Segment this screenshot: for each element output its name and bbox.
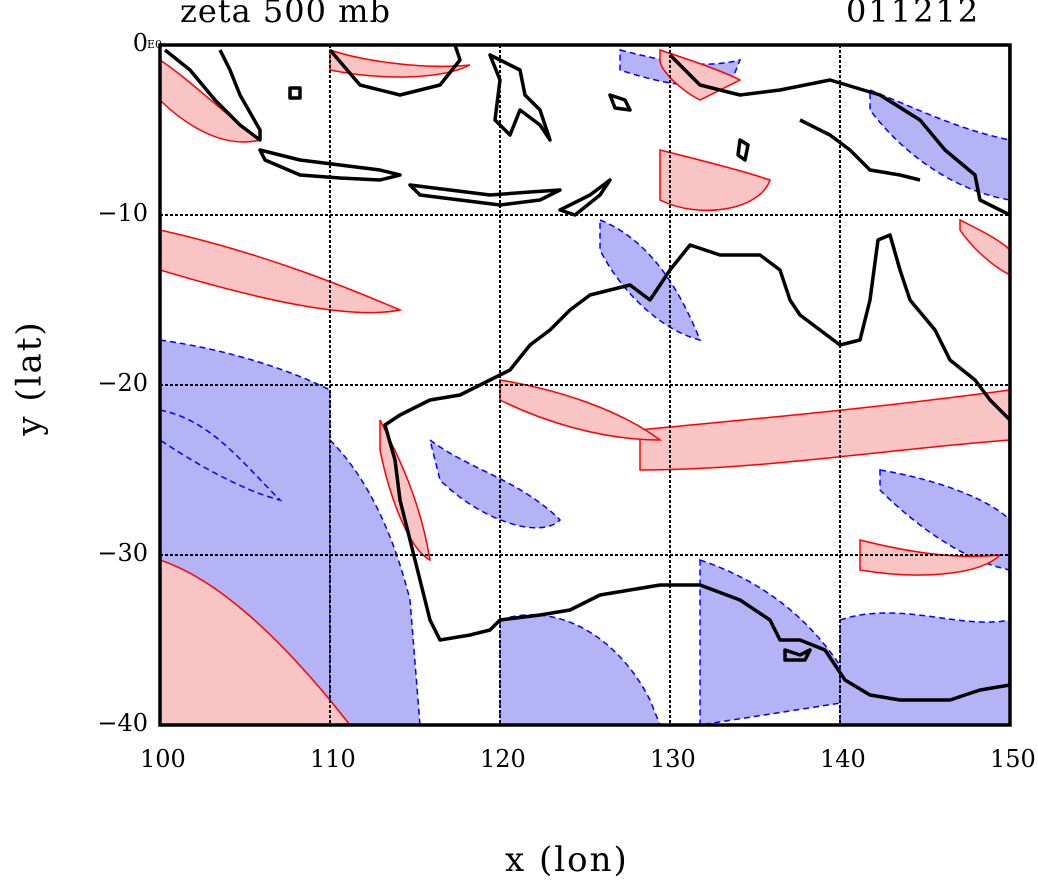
y-tick-label: −20 bbox=[97, 369, 148, 397]
coastline-australia bbox=[383, 233, 1010, 702]
chart-title: zeta 500 mb bbox=[180, 0, 391, 30]
positive-region bbox=[659, 48, 742, 101]
x-tick-label: 120 bbox=[480, 745, 526, 773]
x-tick-label: 140 bbox=[820, 745, 866, 773]
negative-vorticity-regions bbox=[160, 49, 1010, 725]
x-axis-label: x (lon) bbox=[505, 840, 629, 880]
coastline-islet bbox=[288, 86, 302, 100]
negative-region bbox=[839, 612, 1010, 725]
plot-area bbox=[160, 45, 1010, 725]
coastlines bbox=[163, 45, 1010, 702]
positive-region bbox=[160, 559, 351, 725]
negative-region bbox=[428, 438, 562, 529]
x-tick-label: 130 bbox=[650, 745, 696, 773]
positive-region bbox=[160, 229, 403, 314]
coastline-sulawesi bbox=[488, 53, 552, 142]
negative-region bbox=[329, 438, 421, 725]
positive-region bbox=[499, 379, 663, 441]
coastline-new-guinea bbox=[668, 45, 1010, 217]
coastline-sumatra bbox=[163, 48, 262, 142]
y-tick-label: −30 bbox=[97, 539, 148, 567]
positive-region bbox=[329, 48, 471, 78]
y-tick-label: −40 bbox=[97, 709, 148, 737]
coastline-islet bbox=[608, 93, 632, 112]
coastline-timor bbox=[558, 178, 612, 217]
x-tick-label: 110 bbox=[310, 745, 356, 773]
positive-region bbox=[859, 539, 1003, 576]
coastline-lesser-sunda bbox=[408, 183, 562, 207]
positive-region bbox=[659, 149, 771, 212]
coastline-java bbox=[258, 148, 402, 182]
chart-date-label: 011212 bbox=[846, 0, 981, 30]
coastline-islet bbox=[736, 138, 750, 162]
coastline-tasmania bbox=[783, 648, 812, 662]
coastline-new-guinea-south bbox=[799, 118, 921, 182]
y-tick-label: −10 bbox=[97, 199, 148, 227]
negative-region bbox=[160, 409, 283, 502]
negative-region bbox=[599, 218, 702, 342]
negative-region bbox=[499, 614, 661, 725]
x-tick-label: 100 bbox=[140, 745, 186, 773]
positive-region bbox=[639, 389, 1010, 471]
plot-frame bbox=[158, 43, 1012, 727]
grid-lines bbox=[160, 45, 1010, 725]
x-tick-label: 150 bbox=[990, 745, 1036, 773]
positive-vorticity-regions bbox=[160, 48, 1010, 725]
positive-region bbox=[959, 218, 1010, 276]
y-tick-label: 0 bbox=[132, 29, 148, 57]
negative-region bbox=[699, 558, 862, 725]
coastline-borneo bbox=[328, 45, 462, 97]
